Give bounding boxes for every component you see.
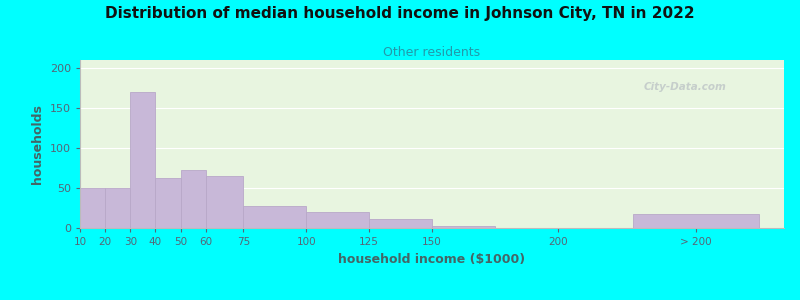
Bar (80, 188, 105, 228)
Bar (432, 226, 495, 228)
Title: Other residents: Other residents (383, 46, 481, 59)
Bar (206, 176, 243, 228)
X-axis label: household income ($1000): household income ($1000) (338, 253, 526, 266)
Bar (243, 206, 306, 228)
Bar (306, 212, 369, 228)
Bar (633, 214, 759, 228)
Bar (130, 92, 155, 228)
Y-axis label: households: households (31, 104, 44, 184)
Bar (181, 170, 206, 228)
Bar (155, 178, 181, 228)
Bar (369, 219, 432, 228)
Text: City-Data.com: City-Data.com (643, 82, 726, 92)
Text: Distribution of median household income in Johnson City, TN in 2022: Distribution of median household income … (105, 6, 695, 21)
Bar (105, 188, 130, 228)
